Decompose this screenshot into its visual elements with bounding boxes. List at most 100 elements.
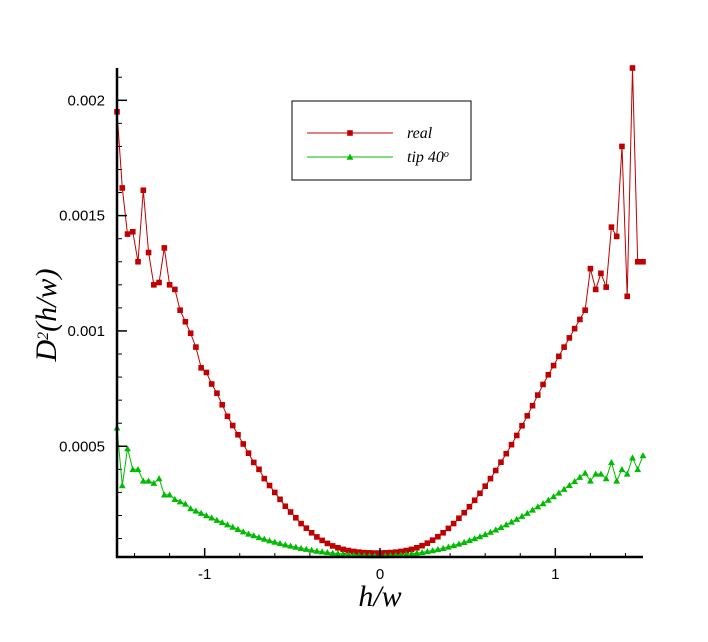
data-point-1 bbox=[155, 475, 163, 482]
data-point-1 bbox=[439, 544, 447, 551]
data-point-1 bbox=[623, 470, 631, 477]
data-point-1 bbox=[292, 543, 300, 550]
data-point-0 bbox=[477, 490, 483, 497]
data-point-1 bbox=[581, 469, 589, 476]
data-point-0 bbox=[487, 475, 494, 482]
y-tick-label: 0.002 bbox=[67, 92, 105, 109]
legend-marker-0 bbox=[347, 130, 353, 136]
data-point-1 bbox=[176, 498, 184, 505]
data-point-0 bbox=[240, 441, 247, 447]
data-point-0 bbox=[177, 307, 183, 313]
data-point-0 bbox=[582, 307, 588, 313]
data-point-0 bbox=[145, 249, 152, 256]
data-point-1 bbox=[192, 507, 200, 514]
data-point-1 bbox=[444, 543, 452, 550]
data-point-1 bbox=[639, 452, 647, 459]
legend-label-0: real bbox=[407, 125, 433, 142]
y-tick-label: 0.0015 bbox=[59, 208, 105, 225]
data-point-0 bbox=[634, 258, 641, 265]
data-point-1 bbox=[150, 479, 158, 486]
data-point-1 bbox=[502, 521, 510, 528]
data-point-1 bbox=[423, 548, 431, 555]
data-point-1 bbox=[634, 465, 642, 473]
data-point-1 bbox=[224, 521, 231, 528]
data-point-1 bbox=[418, 548, 426, 556]
data-point-1 bbox=[308, 546, 316, 553]
data-point-1 bbox=[560, 485, 568, 492]
data-point-1 bbox=[618, 465, 626, 473]
data-point-0 bbox=[208, 381, 215, 387]
legend-marker-1 bbox=[346, 153, 354, 160]
data-point-0 bbox=[571, 325, 578, 332]
data-point-0 bbox=[282, 503, 289, 510]
data-point-0 bbox=[345, 547, 352, 554]
data-point-1 bbox=[239, 528, 247, 535]
data-point-1 bbox=[118, 482, 126, 489]
data-point-0 bbox=[314, 534, 320, 540]
data-point-0 bbox=[550, 362, 557, 369]
data-point-0 bbox=[403, 547, 410, 554]
data-point-1 bbox=[513, 515, 521, 522]
data-point-1 bbox=[455, 540, 463, 547]
data-point-1 bbox=[481, 530, 489, 538]
data-point-1 bbox=[555, 489, 563, 496]
data-point-0 bbox=[492, 467, 499, 474]
data-point-1 bbox=[245, 530, 252, 537]
data-point-0 bbox=[603, 284, 609, 290]
data-point-1 bbox=[602, 475, 610, 482]
data-point-1 bbox=[550, 493, 557, 500]
data-point-1 bbox=[408, 550, 415, 557]
x-tick-label: 0 bbox=[376, 566, 384, 583]
data-point-0 bbox=[466, 503, 473, 510]
data-point-0 bbox=[245, 450, 252, 457]
data-point-0 bbox=[335, 544, 341, 551]
data-point-0 bbox=[129, 228, 136, 235]
data-point-1 bbox=[313, 547, 321, 554]
data-point-1 bbox=[318, 548, 326, 555]
data-point-1 bbox=[334, 550, 342, 557]
data-point-0 bbox=[266, 482, 273, 489]
data-point-0 bbox=[419, 542, 425, 549]
data-point-0 bbox=[429, 537, 436, 543]
data-point-1 bbox=[160, 491, 168, 498]
data-point-0 bbox=[308, 529, 315, 536]
y-tick-label: 0.0005 bbox=[59, 438, 105, 455]
data-point-0 bbox=[519, 422, 525, 429]
data-point-1 bbox=[181, 500, 189, 507]
data-point-0 bbox=[319, 537, 325, 544]
data-point-1 bbox=[402, 550, 410, 557]
data-point-0 bbox=[566, 335, 573, 341]
data-point-0 bbox=[524, 413, 531, 419]
data-point-0 bbox=[535, 392, 541, 398]
data-point-0 bbox=[277, 496, 283, 503]
data-point-0 bbox=[598, 270, 604, 277]
data-point-1 bbox=[145, 477, 152, 484]
data-point-1 bbox=[187, 505, 195, 512]
data-point-1 bbox=[250, 532, 258, 539]
data-point-1 bbox=[508, 518, 515, 525]
x-axis-title: h/w bbox=[358, 580, 401, 613]
data-point-0 bbox=[456, 515, 462, 522]
data-point-1 bbox=[597, 470, 605, 477]
data-point-1 bbox=[529, 506, 536, 513]
data-point-0 bbox=[513, 432, 520, 439]
data-point-0 bbox=[198, 365, 204, 371]
data-point-0 bbox=[408, 546, 415, 553]
data-point-0 bbox=[219, 401, 225, 408]
data-point-1 bbox=[218, 519, 226, 526]
data-point-0 bbox=[471, 497, 478, 504]
data-point-1 bbox=[497, 523, 505, 530]
data-point-0 bbox=[193, 344, 199, 350]
legend-label-1: tip 40o bbox=[407, 149, 449, 167]
data-point-1 bbox=[255, 533, 263, 541]
data-point-1 bbox=[571, 477, 579, 485]
data-point-1 bbox=[523, 509, 531, 516]
data-point-0 bbox=[629, 65, 636, 71]
data-point-0 bbox=[587, 265, 594, 272]
data-point-0 bbox=[124, 231, 131, 237]
data-point-1 bbox=[565, 481, 573, 488]
data-point-1 bbox=[460, 538, 468, 545]
data-point-1 bbox=[213, 516, 221, 523]
y-axis-title: D2(h/w) bbox=[30, 268, 63, 362]
